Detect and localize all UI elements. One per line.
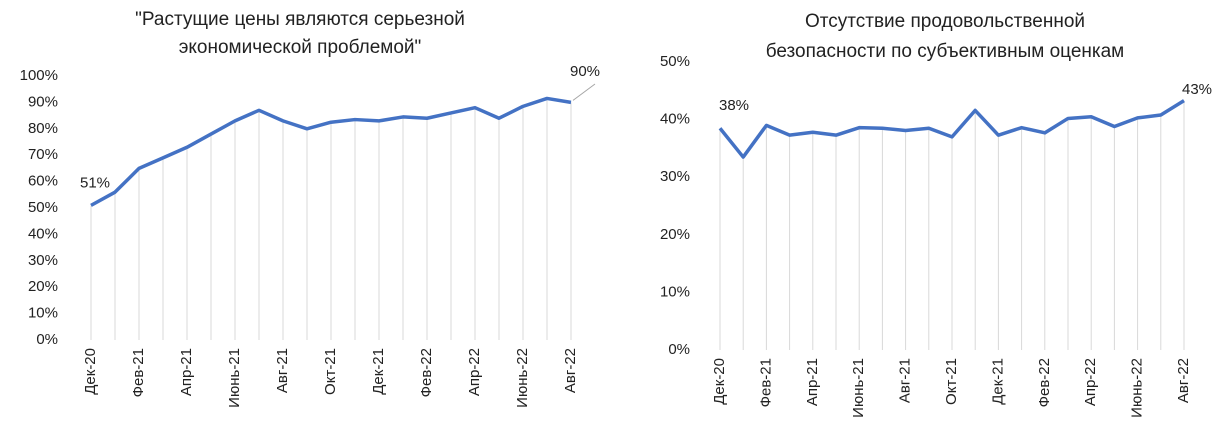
y-tick-label: 10%: [28, 305, 58, 322]
data-label: 90%: [570, 63, 600, 80]
x-tick-label: Дек-20: [711, 358, 728, 405]
y-tick-label: 60%: [28, 173, 58, 190]
x-tick-label: Окт-21: [943, 358, 960, 405]
y-tick-label: 0%: [668, 341, 690, 358]
chart-title: экономической проблемой": [179, 37, 422, 58]
y-tick-label: 40%: [660, 111, 690, 128]
y-tick-label: 30%: [660, 168, 690, 185]
x-tick-label: Дек-21: [370, 348, 387, 395]
x-tick-label: Июнь-22: [1129, 358, 1146, 418]
line: [718, 99, 1185, 159]
x-tick-label: Фев-21: [757, 358, 774, 407]
y-tick-label: 30%: [28, 252, 58, 269]
y-tick-label: 20%: [28, 278, 58, 295]
x-tick-label: Апр-21: [804, 358, 821, 406]
y-tick-label: 100%: [20, 67, 58, 84]
x-tick-label: Фев-21: [130, 348, 147, 397]
y-tick-label: 70%: [28, 146, 58, 163]
x-tick-label: Июнь-21: [226, 348, 243, 408]
x-tick-label: Июнь-21: [850, 358, 867, 418]
x-tick-label: Фев-22: [418, 348, 435, 397]
data-label: 38%: [719, 97, 749, 114]
line: [90, 96, 572, 207]
data-label: 43%: [1182, 81, 1212, 98]
y-tick-label: 10%: [660, 283, 690, 300]
leader-line: [572, 83, 596, 101]
y-tick-label: 90%: [28, 93, 58, 110]
x-tick-label: Окт-21: [322, 348, 339, 395]
y-tick-label: 50%: [28, 199, 58, 216]
x-tick-label: Авг-21: [274, 348, 291, 393]
x-tick-label: Апр-21: [178, 348, 195, 396]
chart-title: "Растущие цены являются серьезной: [135, 9, 465, 30]
x-tick-label: Апр-22: [1082, 358, 1099, 406]
data-label: 51%: [80, 174, 110, 191]
x-tick-label: Дек-20: [82, 348, 99, 395]
chart-title: Отсутствие продовольственной: [805, 11, 1085, 32]
y-tick-label: 20%: [660, 226, 690, 243]
x-tick-label: Фев-22: [1036, 358, 1053, 407]
x-tick-label: Авг-22: [1175, 358, 1192, 403]
x-tick-label: Авг-22: [562, 348, 579, 393]
x-tick-label: Апр-22: [466, 348, 483, 396]
x-tick-label: Июнь-22: [514, 348, 531, 408]
x-tick-label: Авг-21: [897, 358, 914, 403]
y-tick-label: 50%: [660, 53, 690, 70]
x-tick-label: Дек-21: [989, 358, 1006, 405]
y-tick-label: 40%: [28, 225, 58, 242]
y-tick-label: 0%: [36, 331, 58, 348]
y-tick-label: 80%: [28, 120, 58, 137]
chart-title: безопасности по субъективным оценкам: [766, 41, 1125, 62]
